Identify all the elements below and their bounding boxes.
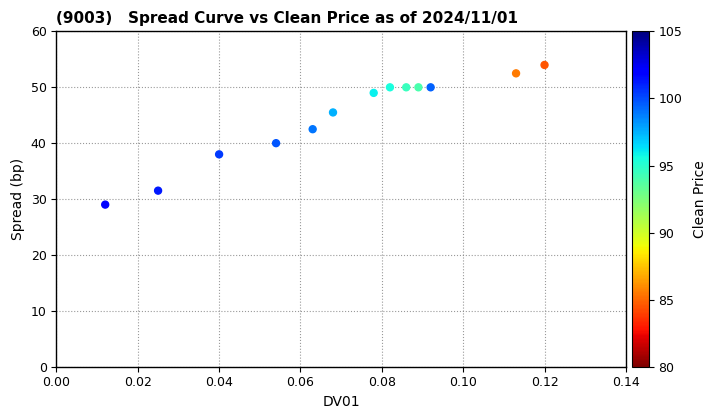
Text: (9003)   Spread Curve vs Clean Price as of 2024/11/01: (9003) Spread Curve vs Clean Price as of…: [56, 11, 518, 26]
Point: [384, 84, 396, 91]
Point: [510, 70, 522, 77]
Point: [368, 89, 379, 96]
Point: [307, 126, 318, 133]
Point: [153, 187, 164, 194]
Point: [425, 84, 436, 91]
X-axis label: DV01: DV01: [323, 395, 360, 409]
Point: [413, 84, 424, 91]
Point: [400, 84, 412, 91]
Y-axis label: Clean Price: Clean Price: [693, 160, 707, 238]
Point: [270, 140, 282, 147]
Point: [539, 62, 550, 68]
Point: [328, 109, 339, 116]
Point: [99, 201, 111, 208]
Y-axis label: Spread (bp): Spread (bp): [11, 158, 25, 240]
Point: [213, 151, 225, 158]
